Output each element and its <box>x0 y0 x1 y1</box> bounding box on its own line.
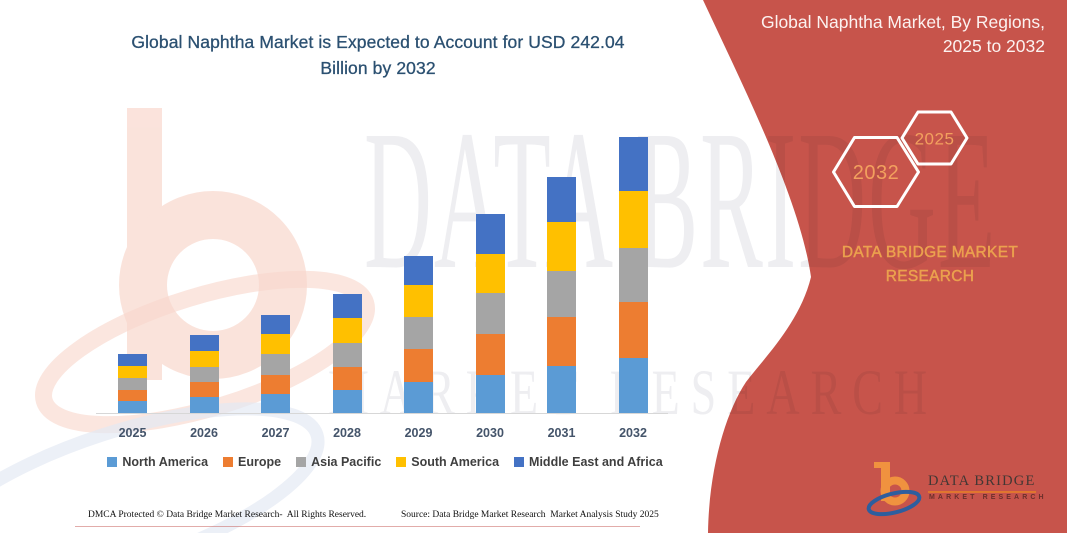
panel-title: Global Naphtha Market, By Regions, 2025 … <box>645 11 1045 58</box>
bar-2029-segment-asia-pacific <box>404 317 433 350</box>
logo-subtitle: MARKET RESEARCH <box>929 494 1047 501</box>
bar-2025-segment-asia-pacific <box>118 377 147 390</box>
hexagon-2032: 2032 <box>832 136 920 208</box>
bar-2031-segment-south-america <box>547 221 576 272</box>
x-axis-label-2032: 2032 <box>619 426 647 440</box>
legend-label: Europe <box>238 455 282 469</box>
dmca-notice: DMCA Protected © Data Bridge Market Rese… <box>88 510 367 520</box>
legend-label: South America <box>411 455 500 469</box>
x-axis-line <box>96 413 668 415</box>
chart-legend: North America Europe Asia Pacific South Ame… <box>60 455 710 469</box>
bar-2029-segment-middle-east-and-africa <box>404 255 433 286</box>
legend-swatch <box>223 457 234 467</box>
red-side-panel <box>703 0 1067 533</box>
legend-label: Middle East and Africa <box>529 455 663 469</box>
data-bridge-logo: DATA BRIDGE MARKET RESEARCH <box>866 458 1058 518</box>
bar-2026-segment-south-america <box>189 350 219 367</box>
bar-2029-segment-europe <box>404 349 433 382</box>
legend-item-asia-pacific: Asia Pacific <box>296 455 381 469</box>
bar-2031-segment-middle-east-and-africa <box>547 177 576 222</box>
legend-swatch <box>107 457 118 467</box>
bar-2030-segment-europe <box>475 333 505 375</box>
x-axis-label-2029: 2029 <box>404 426 433 440</box>
bar-2031-segment-europe <box>547 317 576 367</box>
bar-2025-segment-north-america <box>118 400 147 413</box>
bar-2032-segment-middle-east-and-africa <box>618 137 648 192</box>
bar-2025-segment-south-america <box>118 365 147 378</box>
legend-swatch <box>296 457 307 467</box>
chart-title-line1: Global Naphtha Market is Expected to Acc… <box>131 32 625 52</box>
bar-2029-segment-south-america <box>404 285 433 318</box>
bar-2026-segment-europe <box>189 381 219 398</box>
bar-2025-segment-middle-east-and-africa <box>118 353 147 366</box>
legend-item-middle-east-and-africa: Middle East and Africa <box>514 455 663 469</box>
legend-item-europe: Europe <box>223 455 281 469</box>
bar-2027-segment-south-america <box>261 333 290 355</box>
bar-2028-segment-south-america <box>332 318 362 344</box>
bar-2030-segment-north-america <box>475 374 505 413</box>
bar-2030-segment-south-america <box>475 253 505 294</box>
bar-2027-segment-middle-east-and-africa <box>261 315 290 334</box>
logo-underline <box>928 491 1036 493</box>
bar-2026-segment-middle-east-and-africa <box>189 334 219 351</box>
hexagon-2032-label: 2032 <box>853 162 900 184</box>
footer-divider <box>75 526 640 527</box>
legend-item-north-america: North America <box>107 455 208 469</box>
bar-2028-segment-europe <box>332 367 362 390</box>
legend-label: Asia Pacific <box>311 455 382 469</box>
bar-2031-segment-north-america <box>547 366 576 413</box>
bar-2028-segment-middle-east-and-africa <box>332 293 362 318</box>
panel-title-line1: Global Naphtha Market, By Regions, <box>760 12 1045 32</box>
legend-swatch <box>514 457 525 467</box>
chart-title: Global Naphtha Market is Expected to Acc… <box>40 30 716 81</box>
source-note: Source: Data Bridge Market Research Mark… <box>401 510 659 520</box>
x-axis-label-2027: 2027 <box>261 426 290 440</box>
legend-swatch <box>396 457 407 467</box>
bar-2026-segment-asia-pacific <box>189 366 219 382</box>
bar-2030-segment-asia-pacific <box>475 293 505 334</box>
forecast-years-hexagons: 2032 2025 <box>832 110 969 208</box>
bar-2026-segment-north-america <box>189 397 219 413</box>
bar-2025-segment-europe <box>118 389 147 401</box>
bar-2032-segment-north-america <box>618 357 648 413</box>
bar-2028-segment-north-america <box>332 389 362 413</box>
bar-2027-segment-europe <box>261 375 290 394</box>
bar-2032-segment-asia-pacific <box>618 247 648 303</box>
logo-name: DATA BRIDGE <box>928 473 1036 489</box>
legend-label: North America <box>122 455 209 469</box>
x-axis-label-2031: 2031 <box>547 426 576 440</box>
bar-2031-segment-asia-pacific <box>547 271 576 318</box>
chart-title-line2: Billion by 2032 <box>320 57 436 78</box>
hexagon-2025: 2025 <box>900 110 969 166</box>
brand-wordmark-line2: RESEARCH <box>885 267 975 285</box>
x-axis-label-2028: 2028 <box>333 426 361 440</box>
bar-2030-segment-middle-east-and-africa <box>475 214 505 254</box>
brand-wordmark: DATA BRIDGE MARKET RESEARCH <box>795 241 1065 288</box>
x-axis-label-2030: 2030 <box>476 426 504 440</box>
bar-2032-segment-south-america <box>618 191 648 248</box>
watermark-data-bridge: DATA BRIDGE <box>364 90 998 312</box>
data-bridge-logo-icon <box>866 462 922 517</box>
hexagon-2025-label: 2025 <box>915 130 955 149</box>
x-axis-label-2025: 2025 <box>118 426 147 440</box>
x-axis-label-2026: 2026 <box>190 426 218 440</box>
panel-title-line2: 2025 to 2032 <box>942 35 1045 56</box>
brand-wordmark-line1: DATA BRIDGE MARKET <box>841 244 1019 261</box>
bar-2028-segment-asia-pacific <box>332 343 362 368</box>
bar-2027-segment-north-america <box>261 393 290 413</box>
bar-2029-segment-north-america <box>404 382 433 413</box>
legend-item-south-america: South America <box>396 455 499 469</box>
bar-2032-segment-europe <box>618 302 648 358</box>
bar-2027-segment-asia-pacific <box>261 354 290 376</box>
